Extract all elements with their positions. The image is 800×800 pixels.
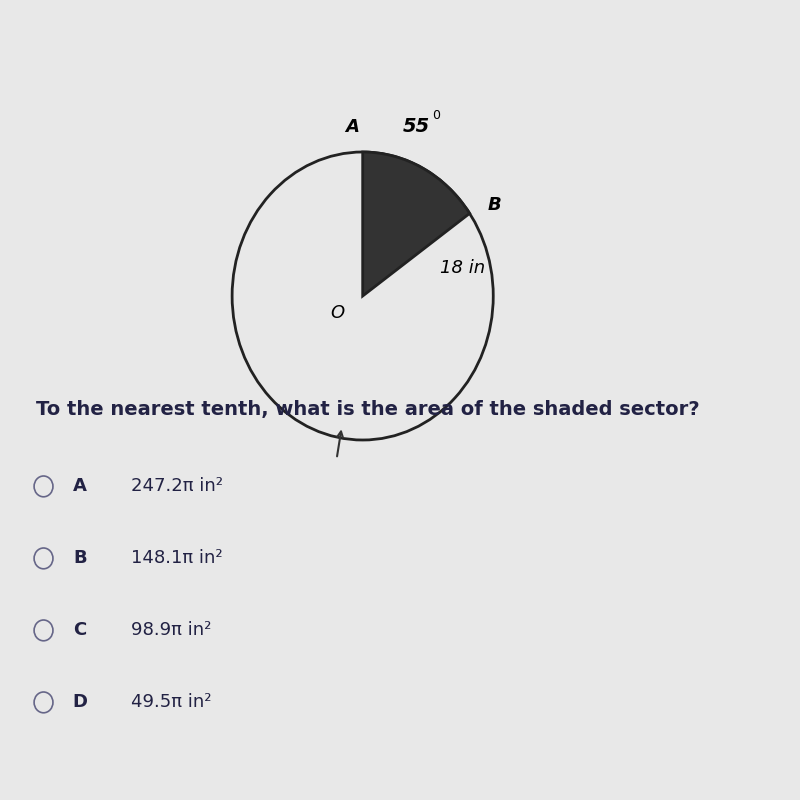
Text: 247.2π in²: 247.2π in² bbox=[130, 478, 222, 495]
Text: 49.5π in²: 49.5π in² bbox=[130, 694, 211, 711]
Text: D: D bbox=[72, 694, 87, 711]
Text: 18 in: 18 in bbox=[440, 258, 485, 277]
Text: 55: 55 bbox=[402, 117, 430, 136]
Text: 98.9π in²: 98.9π in² bbox=[130, 622, 211, 639]
Text: A: A bbox=[73, 478, 86, 495]
Wedge shape bbox=[362, 152, 470, 296]
Text: O: O bbox=[330, 304, 345, 322]
Text: C: C bbox=[73, 622, 86, 639]
Text: 0: 0 bbox=[432, 110, 440, 122]
Text: 148.1π in²: 148.1π in² bbox=[130, 550, 222, 567]
Text: To the nearest tenth, what is the area of the shaded sector?: To the nearest tenth, what is the area o… bbox=[36, 400, 700, 419]
Text: A: A bbox=[345, 118, 358, 137]
Text: B: B bbox=[487, 196, 502, 214]
Text: B: B bbox=[73, 550, 86, 567]
